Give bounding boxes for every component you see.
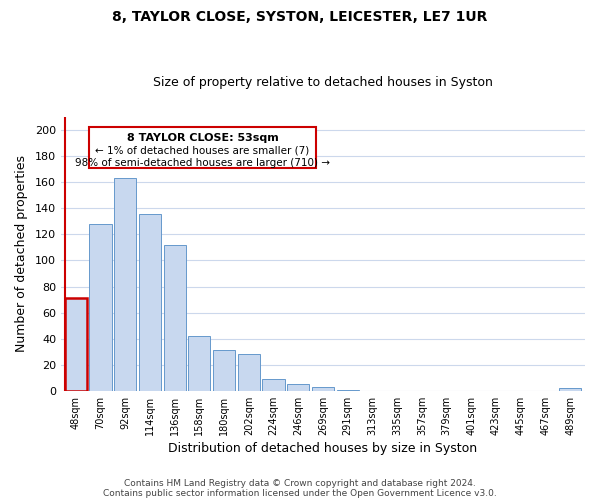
Bar	[213, 350, 235, 391]
Bar	[238, 354, 260, 391]
X-axis label: Distribution of detached houses by size in Syston: Distribution of detached houses by size …	[169, 442, 478, 455]
Bar	[164, 245, 186, 391]
Text: Contains HM Land Registry data © Crown copyright and database right 2024.: Contains HM Land Registry data © Crown c…	[124, 478, 476, 488]
Y-axis label: Number of detached properties: Number of detached properties	[15, 156, 28, 352]
FancyBboxPatch shape	[89, 128, 316, 168]
Title: Size of property relative to detached houses in Syston: Size of property relative to detached ho…	[153, 76, 493, 90]
Text: 8, TAYLOR CLOSE, SYSTON, LEICESTER, LE7 1UR: 8, TAYLOR CLOSE, SYSTON, LEICESTER, LE7 …	[112, 10, 488, 24]
Text: 98% of semi-detached houses are larger (710) →: 98% of semi-detached houses are larger (…	[75, 158, 330, 168]
Bar	[287, 384, 310, 391]
Text: Contains public sector information licensed under the Open Government Licence v3: Contains public sector information licen…	[103, 488, 497, 498]
Bar	[262, 379, 284, 391]
Bar	[312, 387, 334, 391]
Bar	[65, 298, 87, 391]
Bar	[337, 390, 359, 391]
Bar	[559, 388, 581, 391]
Bar	[188, 336, 211, 391]
Text: ← 1% of detached houses are smaller (7): ← 1% of detached houses are smaller (7)	[95, 146, 310, 156]
Bar	[114, 178, 136, 391]
Bar	[139, 214, 161, 391]
Text: 8 TAYLOR CLOSE: 53sqm: 8 TAYLOR CLOSE: 53sqm	[127, 134, 278, 143]
Bar	[89, 224, 112, 391]
